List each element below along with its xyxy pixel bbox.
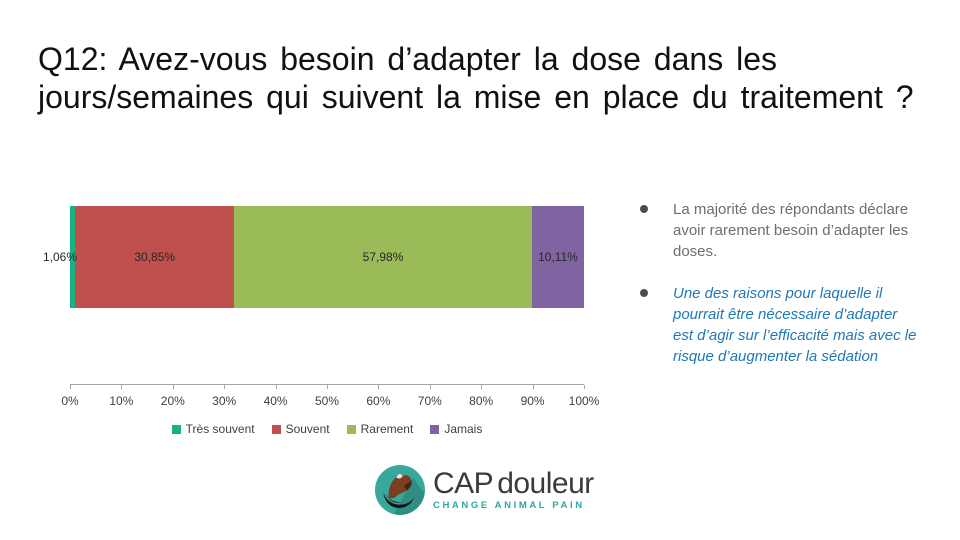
capdouleur-logo: CAP douleur CHANGE ANIMAL PAIN (374, 464, 594, 516)
legend-item-jamais: Jamais (430, 422, 482, 436)
note-line: La majorité des répondants déclare (673, 201, 909, 218)
x-axis-tick-label: 40% (263, 394, 288, 408)
stacked-bar-chart: 1,06% 30,85% 57,98% 10,11% 0% 10% 20% 30% 40% 50… (43, 206, 599, 456)
x-axis-tick (224, 385, 226, 389)
bar-segment-label: 57,98% (362, 250, 404, 264)
bullet-dot-icon (640, 289, 648, 297)
note-line: Une des raisons pour laquelle il (673, 285, 883, 302)
logo-text: CAP douleur CHANGE ANIMAL PAIN (433, 467, 594, 512)
legend-swatch-icon (271, 424, 281, 434)
bar-segment-rarement (234, 206, 533, 308)
legend-item-très-souvent: Très souvent (171, 422, 255, 436)
x-axis-tick (584, 385, 585, 389)
x-axis-tick (429, 385, 431, 389)
note-line: est d’agir sur l’efficacité mais avec le (673, 327, 917, 344)
x-axis-tick (532, 385, 534, 389)
x-axis-tick (481, 385, 483, 389)
x-axis-tick-label: 80% (469, 394, 494, 408)
bar-segment-souvent (75, 206, 234, 308)
note-line: avoir rarement besoin d’adapter les (673, 222, 909, 239)
x-axis-tick (121, 385, 123, 389)
stacked-bar (70, 206, 584, 308)
bar-segment-jamais (532, 206, 584, 308)
legend-item-souvent: Souvent (271, 422, 330, 436)
x-axis-tick-label: 60% (366, 394, 391, 408)
note-line: pourrait être nécessaire d’adapter (673, 306, 898, 323)
bar-segment-label: 10,11% (538, 250, 578, 264)
x-axis-tick (172, 385, 174, 389)
x-axis-tick-label: 30% (212, 394, 237, 408)
x-axis-tick (327, 385, 328, 389)
logo-name-douleur: douleur (497, 467, 594, 500)
bullet-dot-icon (640, 205, 648, 213)
legend-label: Rarement (360, 422, 414, 436)
chart-legend: Très souvent Souvent Rarement Jamais (70, 422, 584, 436)
title-line-2: jours/semaines qui suivent la mise en pl… (38, 79, 914, 115)
capdouleur-logo-icon (375, 465, 425, 515)
x-axis-tick (70, 385, 71, 389)
x-axis-tick-label: 10% (109, 394, 134, 408)
legend-label: Très souvent (185, 422, 255, 436)
logo-name-cap: CAP (433, 467, 494, 500)
legend-swatch-icon (346, 424, 356, 434)
x-axis-line (70, 384, 584, 385)
x-axis-tick-label: 90% (520, 394, 545, 408)
x-axis-tick-label: 0% (61, 394, 79, 408)
x-axis-tick-label: 20% (160, 394, 185, 408)
x-axis-tick-label: 50% (314, 394, 340, 408)
bar-segment-très-souvent (70, 206, 76, 308)
note-1-text: La majorité des répondants déclare avoir … (673, 199, 908, 262)
page-title: Q12: Avez-vous besoin d’adapter la dose … (38, 40, 938, 116)
x-axis-tick-label: 100% (568, 394, 600, 408)
bar-segment-label: 1,06% (42, 250, 78, 264)
note-2-text: Une des raisons pour laquelle il pourrait… (673, 283, 916, 367)
note-line: doses. (673, 243, 718, 260)
x-axis-tick-label: 70% (417, 394, 442, 408)
bar-segment-label: 30,85% (134, 250, 176, 264)
legend-swatch-icon (171, 424, 181, 434)
logo-tagline: CHANGE ANIMAL PAIN (433, 500, 585, 511)
note-bullet-1: La majorité des répondants déclare avoir … (640, 199, 930, 262)
legend-item-rarement: Rarement (346, 422, 414, 436)
note-line: risque d’augmenter la sédation (673, 348, 879, 365)
logo-name: CAP douleur (433, 467, 594, 500)
x-axis-tick (378, 385, 380, 389)
legend-label: Jamais (444, 422, 483, 436)
note-bullet-2: Une des raisons pour laquelle il pourrait… (640, 283, 930, 367)
legend-label: Souvent (285, 422, 330, 436)
title-line-1: Q12: Avez-vous besoin d’adapter la dose … (38, 41, 777, 77)
x-axis-tick (275, 385, 277, 389)
legend-swatch-icon (430, 424, 440, 434)
notes-panel: La majorité des répondants déclare avoir … (640, 199, 930, 388)
